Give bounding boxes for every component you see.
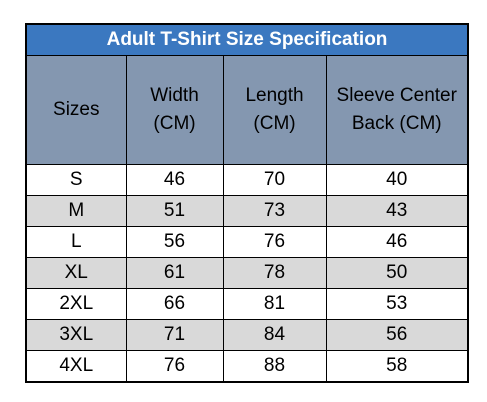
header-line: Sleeve Center: [336, 85, 457, 106]
value-cell: 84: [222, 319, 327, 351]
value-cell: 66: [125, 288, 224, 320]
size-cell: S: [25, 164, 127, 196]
table-row: L 56 76 46: [25, 226, 469, 258]
value-cell: 70: [222, 164, 327, 196]
column-header: Sleeve Center Back (CM): [325, 55, 469, 165]
value-cell: 58: [325, 350, 469, 383]
header-line: Length: [245, 85, 304, 106]
value-cell: 46: [125, 164, 224, 196]
size-cell: XL: [25, 257, 127, 289]
value-cell: 61: [125, 257, 224, 289]
table-row: 2XL 66 81 53: [25, 288, 469, 320]
value-cell: 78: [222, 257, 327, 289]
size-cell: M: [25, 195, 127, 227]
column-header: Length (CM): [222, 55, 327, 165]
value-cell: 76: [222, 226, 327, 258]
table-body: S 46 70 40 M 51 73 43 L 56 76 46 XL 61 78 50 2XL 66 81 53 3X…: [25, 164, 469, 383]
value-cell: 46: [325, 226, 469, 258]
column-header: Width (CM): [125, 55, 224, 165]
header-line: Width: [150, 85, 199, 106]
value-cell: 56: [325, 319, 469, 351]
value-cell: 43: [325, 195, 469, 227]
size-table-wrapper: Adult T-Shirt Size Specification Sizes Wi…: [25, 23, 469, 383]
value-cell: 56: [125, 226, 224, 258]
table-row: XL 61 78 50: [25, 257, 469, 289]
header-line: Sizes: [53, 99, 100, 120]
table-row: M 51 73 43: [25, 195, 469, 227]
size-cell: 2XL: [25, 288, 127, 320]
table-row: 3XL 71 84 56: [25, 319, 469, 351]
header-line: Back (CM): [351, 113, 442, 134]
size-cell: 3XL: [25, 319, 127, 351]
size-cell: 4XL: [25, 350, 127, 383]
size-cell: L: [25, 226, 127, 258]
value-cell: 81: [222, 288, 327, 320]
value-cell: 88: [222, 350, 327, 383]
value-cell: 40: [325, 164, 469, 196]
header-row: Sizes Width (CM) Length (CM) Sleeve Center Bac…: [25, 55, 469, 165]
header-line: (CM): [153, 113, 196, 134]
value-cell: 71: [125, 319, 224, 351]
value-cell: 50: [325, 257, 469, 289]
table-row: S 46 70 40: [25, 164, 469, 196]
column-header: Sizes: [25, 55, 127, 165]
size-table: Adult T-Shirt Size Specification Sizes Wi…: [25, 23, 469, 383]
value-cell: 76: [125, 350, 224, 383]
header-line: (CM): [253, 113, 296, 134]
value-cell: 73: [222, 195, 327, 227]
title-row: Adult T-Shirt Size Specification: [25, 23, 469, 56]
table-row: 4XL 76 88 58: [25, 350, 469, 383]
value-cell: 53: [325, 288, 469, 320]
table-title: Adult T-Shirt Size Specification: [25, 23, 469, 56]
value-cell: 51: [125, 195, 224, 227]
